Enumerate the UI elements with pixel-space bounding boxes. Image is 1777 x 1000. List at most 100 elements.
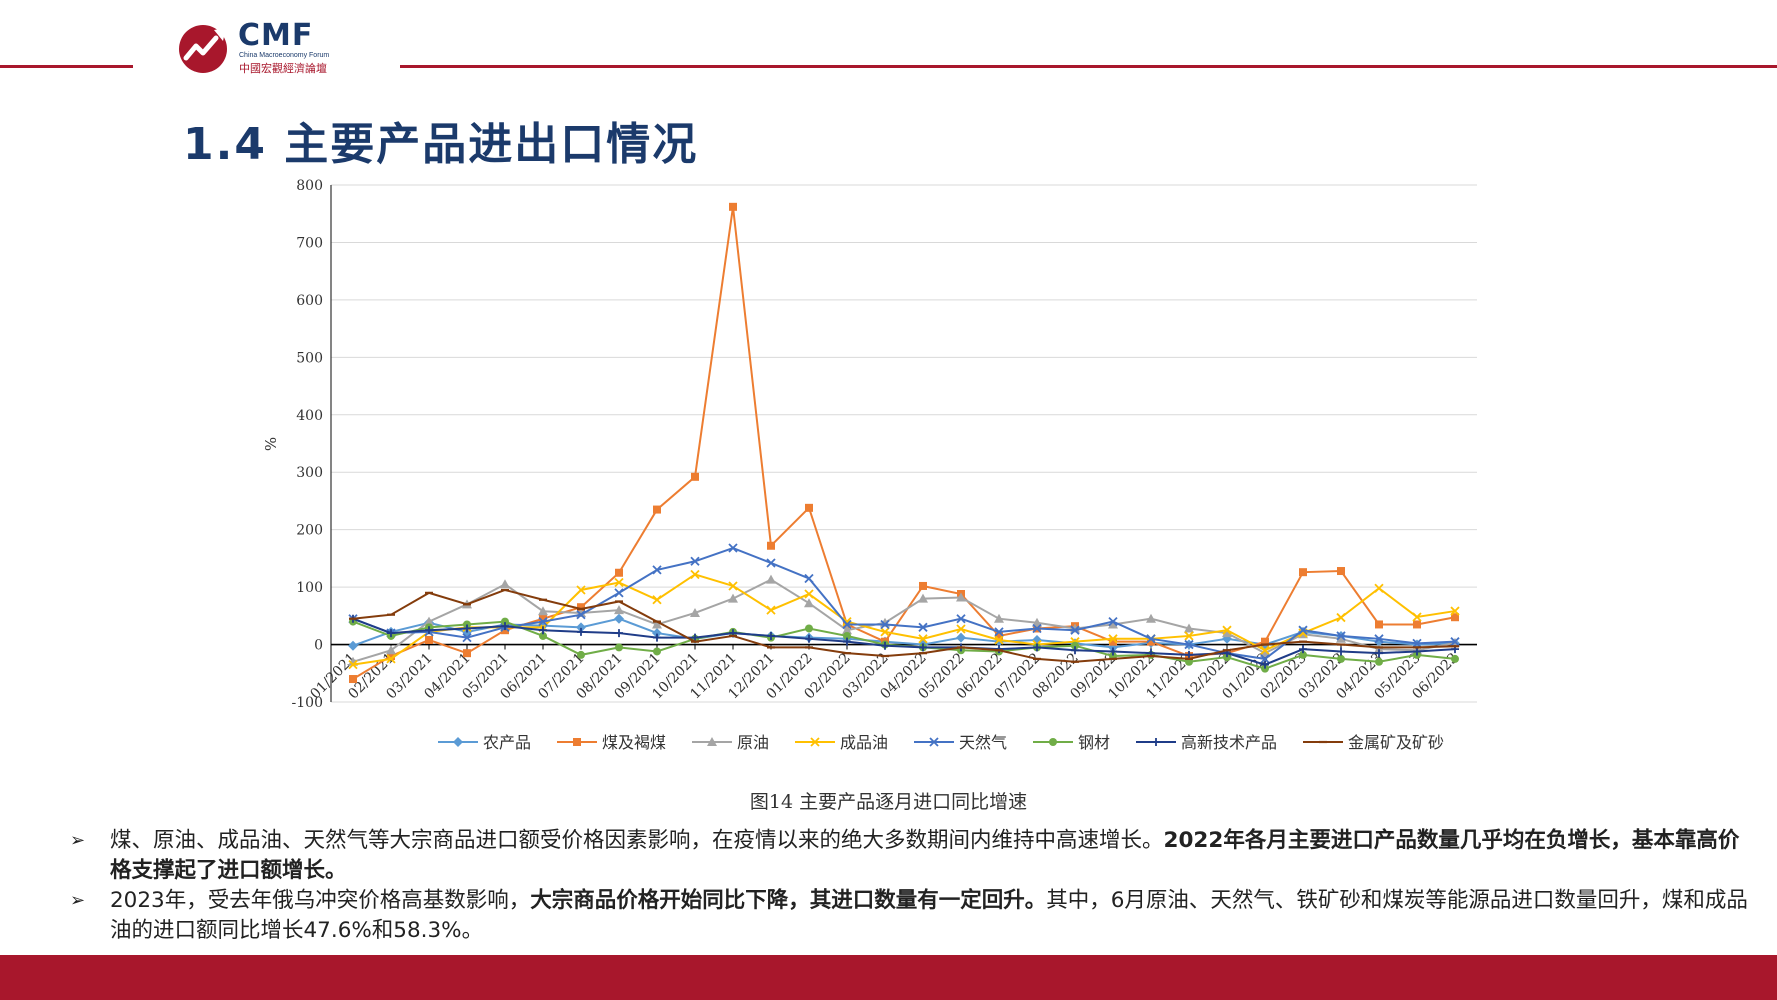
- data-point: [501, 626, 509, 635]
- y-tick-label: 300: [296, 465, 323, 481]
- data-point: [573, 738, 581, 746]
- data-point: [1336, 612, 1346, 623]
- data-point: [1299, 650, 1307, 659]
- data-point: [1184, 631, 1194, 641]
- data-point: [1412, 612, 1422, 622]
- data-point: [1261, 664, 1269, 673]
- data-point: [804, 598, 814, 608]
- data-point: [1299, 568, 1307, 577]
- data-point: [994, 635, 1004, 645]
- series-高新技术产品: [349, 614, 1459, 669]
- y-tick-label: 800: [296, 178, 323, 194]
- y-tick-label: 600: [296, 293, 323, 309]
- data-point: [842, 619, 852, 630]
- data-point: [538, 606, 548, 616]
- data-point: [1261, 637, 1269, 646]
- legend-item: 原油: [692, 733, 769, 752]
- data-point: [614, 577, 624, 588]
- data-point: [1184, 639, 1194, 650]
- logo-chinese-name: 中國宏觀經濟論壇: [239, 62, 327, 75]
- data-point: [577, 603, 585, 612]
- data-point: [804, 573, 814, 584]
- data-point: [1184, 623, 1194, 633]
- data-point: [805, 503, 813, 512]
- footer-bar: [0, 955, 1777, 1000]
- data-point: [1374, 644, 1384, 654]
- data-point: [1374, 634, 1384, 644]
- data-point: [501, 622, 509, 631]
- data-point: [453, 737, 463, 747]
- bullet-2-text-b: 其中，6月原油、天然气、铁矿砂和煤炭等能源品进口数量回升，煤和成品油的进口额同比…: [110, 888, 1748, 943]
- data-point: [1450, 637, 1460, 647]
- bullet-1-bold: 2022年各月主要进口产品数量几乎均在负增长，基本靠高价格支撑起了进口额增长。: [110, 828, 1740, 883]
- legend-label: 天然气: [959, 733, 1007, 752]
- chart-legend: 农产品 煤及褐煤 原油 成品油 天然气 钢材 高新技术产品 金属矿及矿砂: [438, 733, 1444, 752]
- data-point: [767, 631, 775, 640]
- legend-label: 原油: [737, 733, 769, 752]
- data-point: [690, 569, 700, 580]
- series-成品油: [348, 569, 1460, 670]
- bullet-list: ➢ 煤、原油、成品油、天然气等大宗商品进口额受价格因素影响，在疫情以来的绝大多数…: [70, 826, 1760, 946]
- logo-subtitle: China Macroeconomy Forum: [239, 52, 330, 59]
- data-point: [1070, 625, 1080, 635]
- data-point: [994, 613, 1004, 623]
- data-point: [386, 645, 396, 655]
- data-point: [614, 588, 624, 598]
- data-point: [1451, 613, 1459, 622]
- data-point: [539, 626, 547, 635]
- data-point: [1032, 617, 1042, 627]
- figure-caption: 图14 主要产品逐月进口同比增速: [749, 791, 1028, 813]
- data-point: [653, 505, 661, 514]
- data-point: [1375, 657, 1383, 666]
- data-point: [1298, 625, 1308, 635]
- data-point: [880, 627, 890, 637]
- data-point: [1299, 645, 1307, 654]
- data-point: [500, 579, 510, 589]
- data-point: [1450, 606, 1460, 616]
- bullet-2-text-a: 2023年，受去年俄乌冲突价格高基数影响，: [110, 888, 531, 913]
- legend-label: 金属矿及矿砂: [1348, 733, 1444, 752]
- data-point: [1108, 616, 1118, 627]
- data-point: [1336, 633, 1346, 643]
- data-point: [614, 613, 624, 624]
- data-point: [843, 631, 851, 640]
- data-point: [1337, 654, 1345, 663]
- data-point: [766, 605, 776, 615]
- data-point: [463, 620, 471, 629]
- data-point: [1260, 648, 1270, 658]
- data-point: [615, 629, 623, 638]
- y-tick-label: 400: [296, 408, 323, 424]
- data-point: [653, 647, 661, 656]
- data-point: [576, 585, 586, 595]
- data-point: [463, 649, 471, 658]
- data-point: [348, 660, 358, 670]
- bullet-1-text: 煤、原油、成品油、天然气等大宗商品进口额受价格因素影响，在疫情以来的绝大多数期间…: [110, 828, 1164, 853]
- data-point: [1412, 638, 1422, 649]
- data-point: [652, 619, 662, 629]
- data-point: [463, 624, 471, 633]
- legend-label: 煤及褐煤: [602, 733, 666, 752]
- data-point: [1109, 637, 1117, 646]
- data-point: [919, 643, 927, 652]
- header-rule-right: [400, 65, 1777, 68]
- data-point: [919, 581, 927, 590]
- data-point: [1109, 647, 1117, 656]
- data-point: [349, 675, 357, 684]
- data-point: [387, 629, 395, 638]
- data-point: [652, 565, 662, 575]
- data-point: [577, 627, 585, 636]
- legend-item: 金属矿及矿砂: [1303, 733, 1444, 752]
- cmf-logo: CMF China Macroeconomy Forum 中國宏觀經濟論壇: [176, 18, 416, 78]
- series-line: [352, 546, 1456, 660]
- data-point: [538, 616, 548, 627]
- arrow-bullet-icon: ➢: [70, 830, 86, 851]
- data-point: [1375, 649, 1383, 658]
- data-point: [652, 595, 662, 605]
- arrow-bullet-icon: ➢: [70, 890, 86, 911]
- data-point: [728, 593, 738, 603]
- y-tick-label: 200: [296, 523, 323, 539]
- y-tick-label: 500: [296, 350, 323, 366]
- data-point: [462, 633, 472, 643]
- data-point: [956, 614, 966, 624]
- data-point: [1222, 628, 1232, 638]
